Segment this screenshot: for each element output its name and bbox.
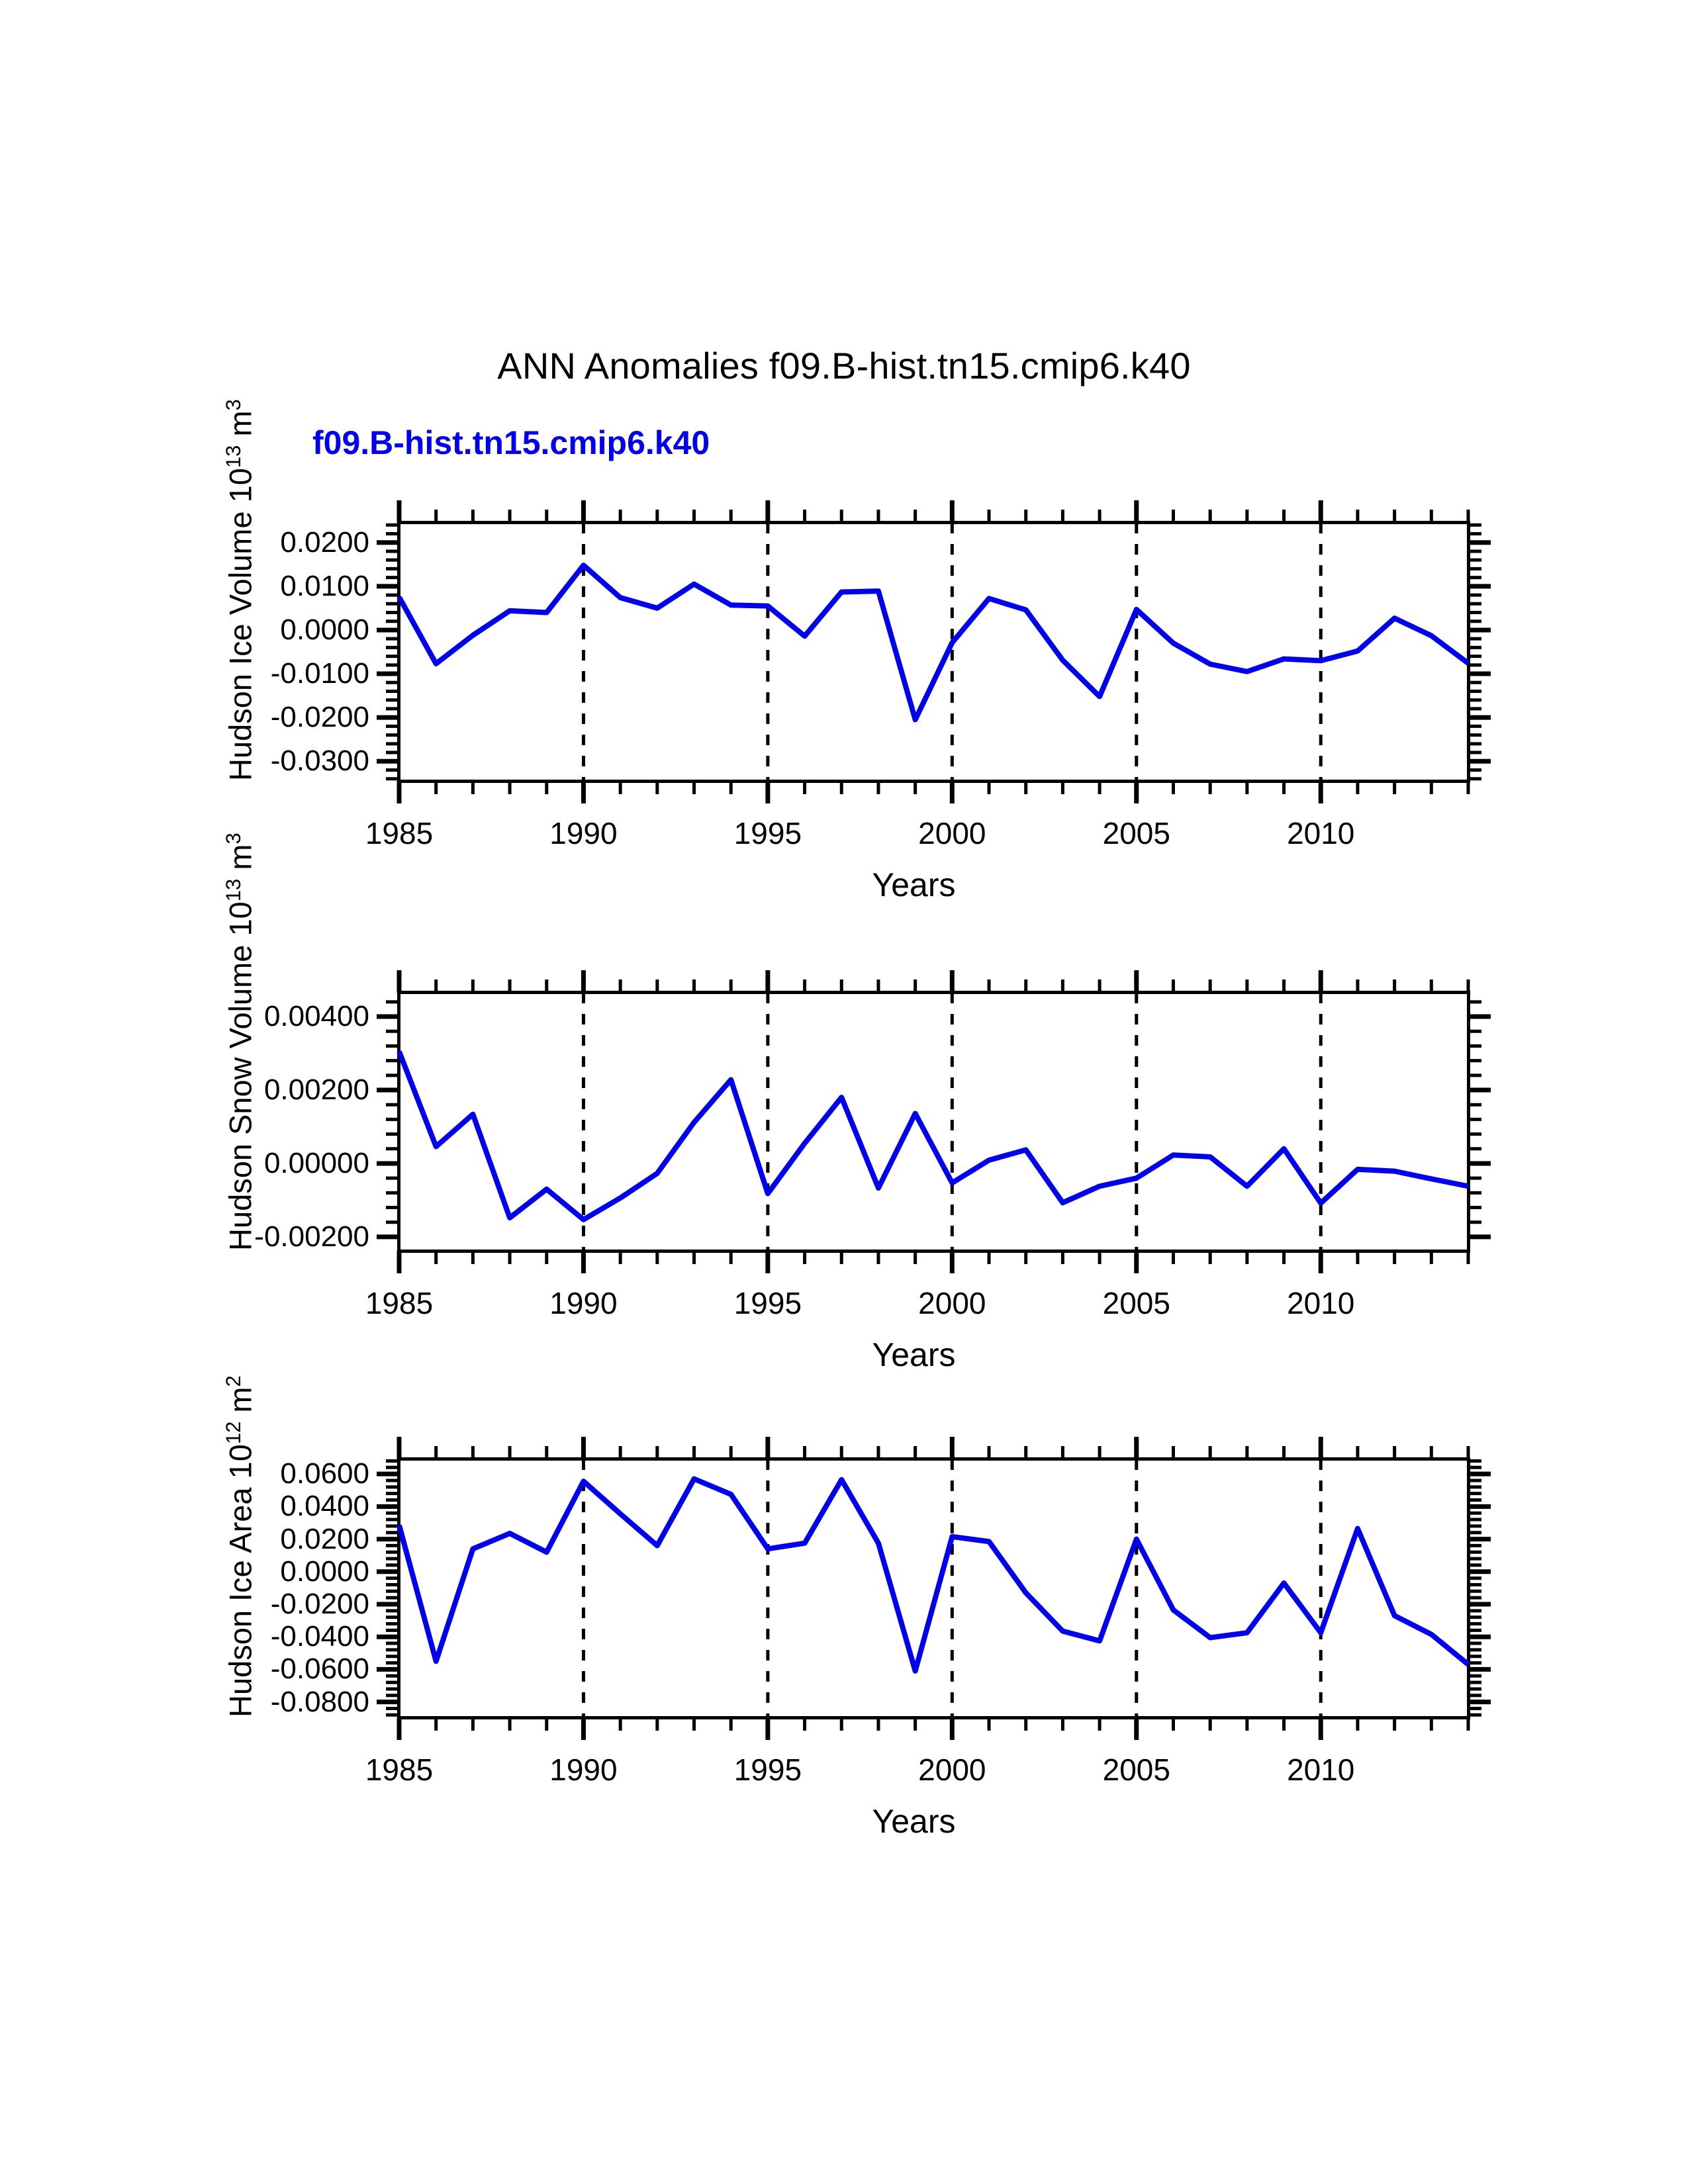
y-tick-label: -0.0400 [270,1620,369,1653]
y-tick-label: -0.0200 [270,701,369,734]
y-axis-title-text: Hudson Ice Area 10 [222,1444,258,1717]
y-tick-label: 0.0400 [280,1490,369,1523]
x-tick-label: 2005 [1102,816,1170,850]
x-tick-label: 2010 [1287,1752,1355,1787]
y-tick-label: -0.0100 [270,657,369,690]
x-tick-label: 2010 [1287,1286,1355,1320]
y-tick-label: -0.0800 [270,1685,369,1718]
x-tick-label: 1985 [365,1752,434,1787]
x-tick-label: 1985 [365,816,434,850]
x-tick-label: 1995 [733,816,802,850]
y-tick-label: -0.0600 [270,1653,369,1686]
x-tick-label: 1985 [365,1286,434,1320]
y-axis-title-exponent: 12 [222,1421,245,1445]
x-tick-label: 2000 [918,1286,986,1320]
x-tick-label: 2000 [918,1752,986,1787]
y-tick-label: -0.00200 [254,1220,369,1253]
y-tick-label: 0.0600 [280,1457,369,1490]
y-axis-title-unit: m [222,1387,258,1422]
y-axis-title-unit-exponent: 2 [222,1375,245,1387]
y-tick-label: 0.0100 [280,569,369,602]
x-axis-title: Years [872,866,956,903]
y-tick-label: 0.00400 [263,1000,369,1033]
x-tick-label: 2000 [918,816,986,850]
y-axis-title: Hudson Ice Area 1012 m2 [222,1375,259,1717]
x-tick-label: 2005 [1102,1286,1170,1320]
y-tick-label: -0.0200 [270,1587,369,1620]
legend-label: f09.B-hist.tn15.cmip6.k40 [312,424,710,461]
y-tick-label: -0.0300 [270,745,369,778]
x-axis-title: Years [872,1803,956,1840]
y-tick-label: 0.0200 [280,525,369,559]
x-tick-label: 2010 [1287,816,1355,850]
plot-frame [397,1457,1470,1719]
x-tick-label: 1995 [733,1752,802,1787]
y-tick-label: 0.0000 [280,1555,369,1588]
x-tick-label: 1990 [549,816,618,850]
x-tick-label: 2005 [1102,1752,1170,1787]
x-tick-label: 1990 [549,1752,618,1787]
x-tick-label: 1990 [549,1286,618,1320]
y-tick-label: 0.00200 [263,1073,369,1106]
y-tick-label: 0.0000 [280,613,369,646]
x-tick-label: 1995 [733,1286,802,1320]
y-tick-label: 0.0200 [280,1522,369,1555]
x-axis-title: Years [872,1336,956,1373]
y-tick-label: 0.00000 [263,1146,369,1179]
figure-title: ANN Anomalies f09.B-hist.tn15.cmip6.k40 [497,345,1191,387]
